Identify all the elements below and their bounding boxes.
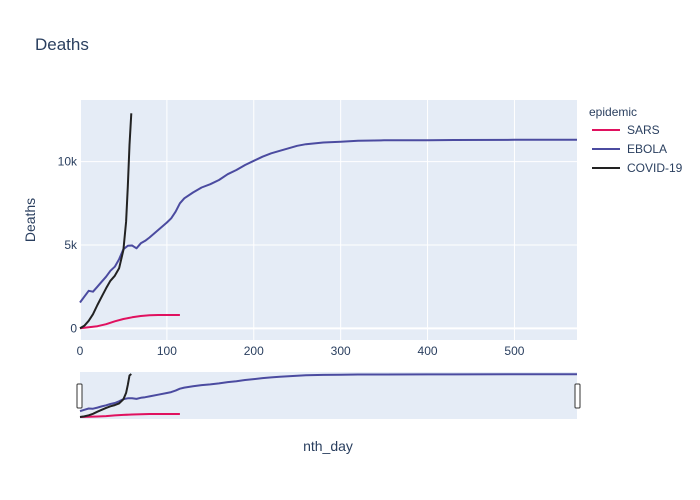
range-slider-background[interactable] — [80, 372, 577, 419]
x-tick-label: 200 — [244, 344, 264, 358]
legend-title: epidemic — [589, 105, 637, 119]
chart-title: Deaths — [35, 35, 89, 54]
slider-series-line-covid-19 — [79, 373, 132, 418]
y-grid — [80, 161, 577, 330]
x-tick-label: 400 — [418, 344, 438, 358]
legend-item-sars[interactable]: SARS — [592, 123, 660, 137]
x-tick-label: 500 — [504, 344, 524, 358]
y-axis-title: Deaths — [22, 198, 38, 242]
y-tick-label: 10k — [58, 155, 78, 169]
legend-label: COVID-19 — [627, 161, 683, 175]
slider-series-line-ebola — [79, 373, 577, 413]
x-tick-label: 0 — [77, 344, 84, 358]
x-axis-title: nth_day — [303, 438, 353, 454]
plot-area — [80, 100, 577, 340]
range-slider-left-handle[interactable] — [76, 383, 83, 409]
y-tick-label: 0 — [70, 321, 77, 335]
x-tick-labels: 0 100 200 300 400 500 — [77, 344, 525, 358]
range-slider-right-handle[interactable] — [574, 383, 581, 409]
x-tick-label: 300 — [331, 344, 351, 358]
x-tick-label: 100 — [157, 344, 177, 358]
series-line-ebola[interactable] — [79, 138, 577, 304]
range-slider-lines — [79, 373, 577, 418]
legend-label: SARS — [627, 123, 660, 137]
series-line-sars[interactable] — [79, 314, 180, 330]
legend-item-ebola[interactable]: EBOLA — [592, 142, 667, 156]
y-tick-labels: 0 5k 10k — [58, 155, 78, 336]
legend[interactable]: SARS EBOLA COVID-19 — [592, 123, 683, 175]
slider-series-line-sars — [79, 413, 180, 418]
y-tick-label: 5k — [64, 238, 78, 252]
legend-label: EBOLA — [627, 142, 667, 156]
legend-item-covid-19[interactable]: COVID-19 — [592, 161, 683, 175]
x-grid — [79, 100, 515, 340]
series-line-covid-19[interactable] — [79, 113, 133, 330]
series-lines[interactable] — [79, 113, 577, 330]
